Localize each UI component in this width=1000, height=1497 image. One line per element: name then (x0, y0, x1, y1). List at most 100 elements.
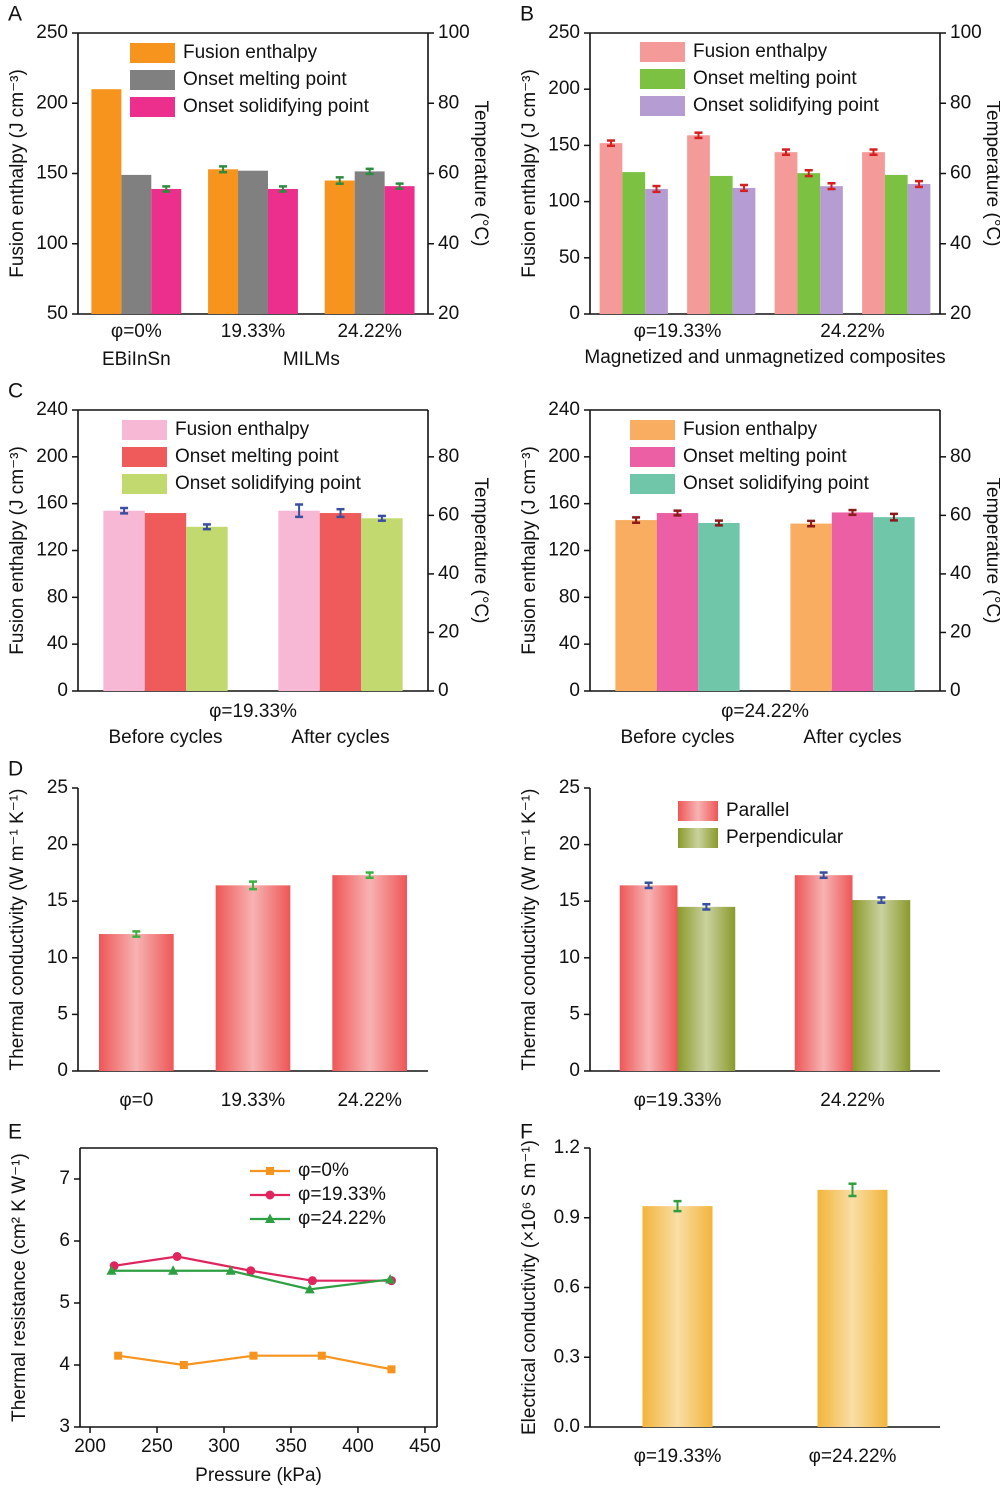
bar (774, 152, 798, 314)
panel-label: C (8, 380, 23, 403)
bar (361, 518, 403, 691)
y2-tick-label: 100 (950, 22, 982, 43)
y2-tick-label: 60 (950, 504, 971, 525)
x-tick-label: 450 (409, 1436, 441, 1457)
y2-tick-label: 0 (950, 680, 961, 701)
error-bar (644, 881, 653, 890)
bar (831, 512, 874, 691)
y-axis-label: Fusion enthalpy (J cm⁻³) (519, 69, 540, 278)
legend-label: Onset melting point (183, 69, 347, 90)
panel-label: E (8, 1121, 22, 1144)
y-tick-label: 0.0 (554, 1416, 580, 1437)
legend-swatch (630, 420, 675, 440)
group-label: φ=24.22% (721, 701, 809, 722)
y-tick-label: 10 (559, 947, 580, 968)
y-tick-label: 160 (548, 493, 580, 514)
y-tick-label: 200 (548, 78, 580, 99)
y-tick-label: 5 (57, 1003, 68, 1024)
x-tick-label: 19.33% (221, 321, 286, 342)
y-tick-label: 25 (559, 777, 580, 798)
y-tick-label: 0 (569, 680, 580, 701)
bar (267, 188, 298, 314)
legend-swatch (122, 447, 167, 467)
y2-tick-label: 100 (438, 22, 470, 43)
error-bar (395, 182, 404, 190)
y-tick-label: 5 (569, 1003, 580, 1024)
y-tick-label: 200 (36, 446, 68, 467)
error-bar (632, 516, 641, 524)
legend-label: Fusion enthalpy (175, 419, 310, 440)
y2-tick-label: 60 (950, 163, 971, 184)
y2-tick-label: 80 (950, 446, 971, 467)
error-bar (607, 139, 615, 148)
bar (790, 523, 832, 691)
legend-label: Onset solidifying point (175, 473, 362, 494)
y2-tick-label: 80 (438, 92, 459, 113)
bar (732, 187, 756, 314)
marker (106, 1265, 117, 1275)
legend-label: Perpendicular (726, 827, 844, 848)
x-tick-label: Before cycles (620, 727, 734, 748)
legend-label: Fusion enthalpy (693, 41, 828, 62)
bar (794, 875, 853, 1071)
y2-tick-label: 60 (438, 504, 459, 525)
marker (246, 1266, 256, 1276)
bar (99, 934, 174, 1071)
legend-label: Fusion enthalpy (183, 42, 318, 63)
x-tick-label: φ=24.22% (809, 1446, 897, 1467)
x-tick-label: 400 (342, 1436, 374, 1457)
marker (387, 1365, 396, 1374)
y2-tick-label: 40 (950, 233, 971, 254)
bar (873, 517, 915, 691)
y-tick-label: 15 (559, 890, 580, 911)
error-bar (782, 148, 790, 157)
error-bar (827, 181, 836, 191)
x-tick-label: 19.33% (221, 1090, 286, 1111)
legend-swatch (640, 69, 685, 89)
y-tick-label: 25 (47, 777, 68, 798)
bar (615, 520, 657, 691)
y2-axis-label: Temperature (°C) (470, 101, 491, 247)
y-tick-label: 80 (47, 586, 68, 607)
x-tick-label: 350 (275, 1436, 307, 1457)
marker (304, 1283, 315, 1294)
error-bar (365, 167, 374, 176)
error-bar (295, 503, 304, 519)
marker (172, 1252, 182, 1261)
y-tick-label: 0 (569, 1060, 580, 1081)
x-tick-label: Before cycles (108, 727, 222, 748)
legend-swatch (678, 801, 718, 821)
panel-label: A (8, 3, 22, 26)
y2-tick-label: 60 (438, 163, 459, 184)
y-axis-label: Electrical conductivity (×10⁶ S m⁻¹) (519, 1140, 540, 1435)
x-tick-label: 24.22% (337, 321, 402, 342)
legend-swatch (630, 474, 675, 494)
legend-label: Parallel (726, 800, 789, 821)
y-axis-label: Fusion enthalpy (J cm⁻³) (7, 446, 28, 655)
y-axis-label: Fusion enthalpy (J cm⁻³) (7, 69, 28, 278)
y-tick-label: 7 (59, 1168, 70, 1189)
y2-axis-label: Temperature (°C) (982, 478, 1000, 624)
legend-label: Fusion enthalpy (683, 419, 818, 440)
bar (121, 174, 152, 314)
legend-label: Onset melting point (693, 68, 857, 89)
legend-label: φ=24.22% (298, 1208, 386, 1229)
bar (656, 513, 699, 691)
error-bar (889, 512, 898, 522)
bar (332, 875, 407, 1071)
bar (208, 169, 239, 314)
x-tick-label: 24.22% (337, 1090, 402, 1111)
y-tick-label: 20 (47, 834, 68, 855)
bar (698, 522, 740, 691)
x-tick-label: 24.22% (820, 1090, 885, 1111)
y-axis-label: Fusion enthalpy (J cm⁻³) (519, 446, 540, 655)
y-tick-label: 100 (36, 233, 68, 254)
group-label: φ=19.33% (634, 321, 722, 342)
y2-tick-label: 20 (438, 303, 459, 324)
x-tick-label: After cycles (803, 727, 901, 748)
marker (114, 1351, 123, 1360)
y-tick-label: 40 (559, 633, 580, 654)
bar (687, 135, 710, 314)
error-bar (848, 1182, 857, 1198)
y-tick-label: 200 (548, 446, 580, 467)
